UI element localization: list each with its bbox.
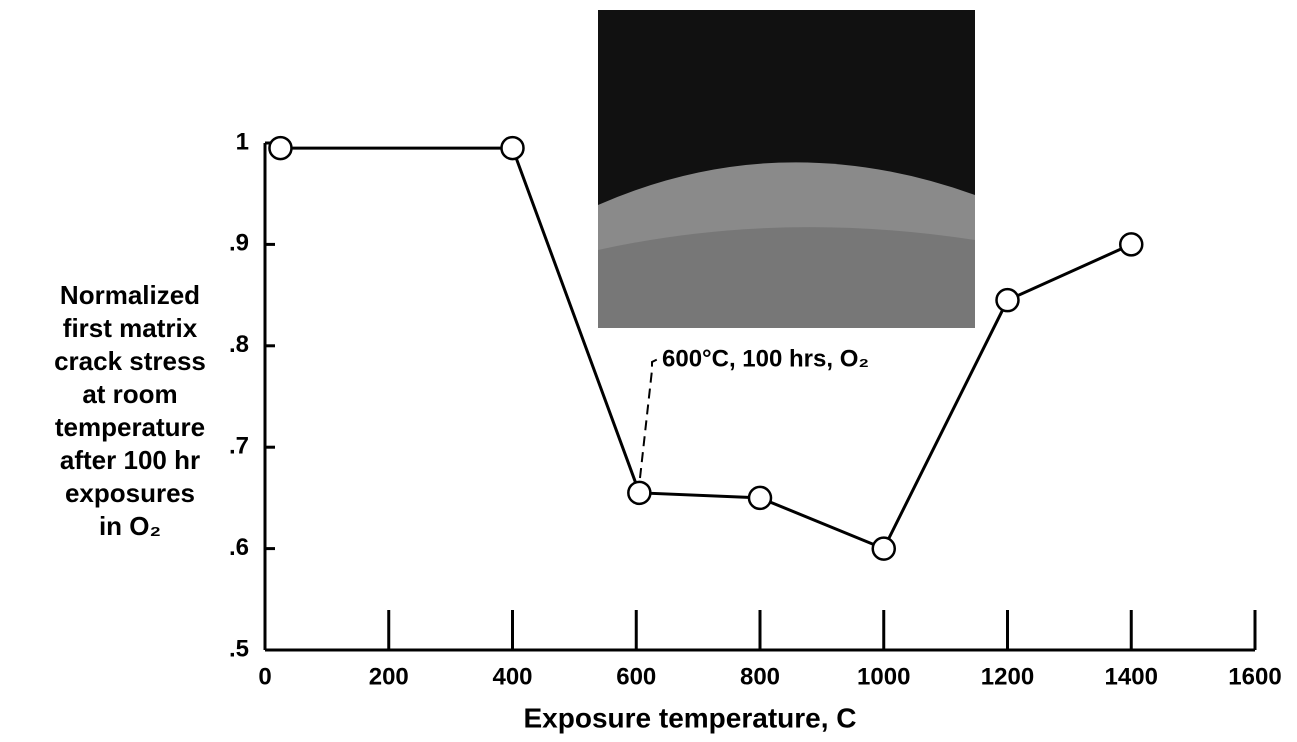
data-point: [627, 480, 652, 506]
annotation-leader: [639, 357, 661, 479]
y-tick-label: .8: [229, 331, 249, 358]
data-point: [995, 287, 1020, 313]
x-tick-label: 1400: [1105, 663, 1158, 690]
x-tick-label: 800: [740, 663, 780, 690]
y-axis-title: after 100 hr: [60, 445, 200, 475]
y-tick-label: .7: [229, 433, 249, 460]
data-point: [871, 536, 896, 561]
data-point: [268, 135, 293, 161]
y-tick-label: .6: [229, 534, 249, 561]
annotation: 600°C, 100 hrs, O₂: [662, 345, 869, 372]
data-point: [747, 485, 773, 511]
y-axis-title: first matrix: [63, 313, 198, 343]
x-tick-label: 1000: [857, 663, 910, 690]
y-axis-title: Normalized: [60, 280, 200, 310]
x-tick-label: 600: [616, 663, 656, 690]
y-tick-label: 1: [236, 128, 249, 155]
x-tick-label: 200: [369, 663, 409, 690]
y-axis-title: crack stress: [54, 346, 206, 376]
x-axis-title: Exposure temperature, C: [524, 702, 857, 733]
y-axis-title: temperature: [55, 412, 205, 442]
y-axis-title: exposures: [65, 478, 195, 508]
y-axis-title: at room: [82, 379, 177, 409]
y-axis-title: in O₂: [99, 511, 161, 541]
data-point: [1119, 232, 1144, 257]
inset-photo-shade: [598, 227, 975, 328]
y-tick-label: .5: [229, 635, 249, 662]
x-tick-label: 1200: [981, 663, 1034, 690]
x-tick-label: 400: [492, 663, 532, 690]
data-point: [500, 135, 525, 161]
x-tick-label: 1600: [1228, 663, 1281, 690]
y-tick-label: .9: [229, 230, 249, 257]
x-tick-label: 0: [258, 663, 271, 690]
